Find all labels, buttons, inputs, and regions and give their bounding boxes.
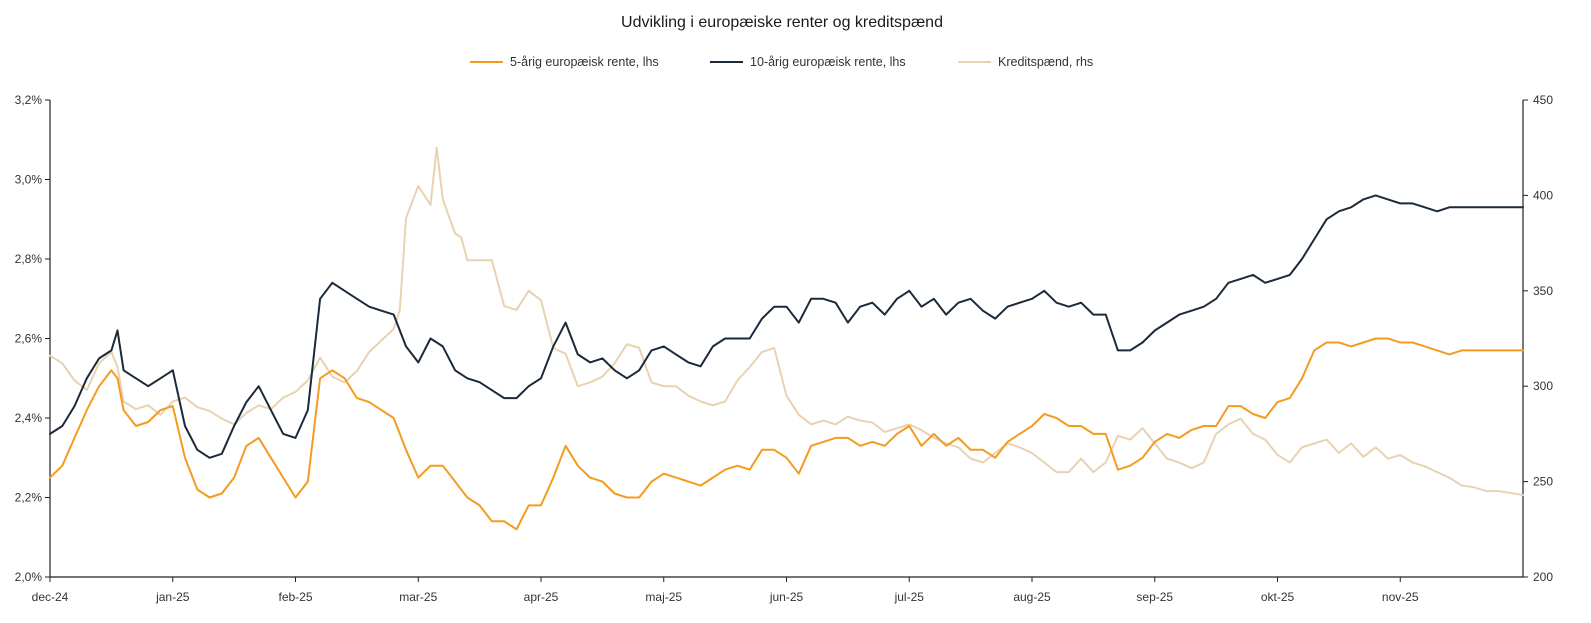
legend-label-5yr: 5-årig europæisk rente, lhs xyxy=(510,55,659,69)
left-tick-label: 3,2% xyxy=(15,93,43,107)
chart-title: Udvikling i europæiske renter og kredits… xyxy=(621,14,943,31)
series-line-5-rig-europ-isk-rente-lhs xyxy=(49,337,1524,531)
left-tick-label: 2,8% xyxy=(15,252,43,266)
x-tick-label: dec-24 xyxy=(32,590,69,604)
right-tick-label: 300 xyxy=(1533,379,1553,393)
left-tick-label: 2,0% xyxy=(15,570,43,584)
x-tick-label: maj-25 xyxy=(645,590,682,604)
legend-label-10yr: 10-årig europæisk rente, lhs xyxy=(750,55,906,69)
x-tick-label: jun-25 xyxy=(769,590,804,604)
legend: 5-årig europæisk rente, lhs 10-årig euro… xyxy=(470,55,1093,69)
x-tick-label: mar-25 xyxy=(399,590,437,604)
x-tick-label: apr-25 xyxy=(524,590,559,604)
x-axis-ticks: dec-24 jan-25 feb-25 mar-25 apr-25 maj-25 jun-… xyxy=(32,577,1419,604)
left-tick-label: 3,0% xyxy=(15,173,43,187)
right-tick-label: 350 xyxy=(1533,284,1553,298)
left-axis-ticks: 2,0% 2,2% 2,4% 2,6% 2,8% 3,0% 3,2% xyxy=(15,93,50,584)
x-tick-label: okt-25 xyxy=(1261,590,1295,604)
series-lines xyxy=(49,146,1524,531)
x-tick-label: feb-25 xyxy=(278,590,312,604)
legend-label-credit: Kreditspænd, rhs xyxy=(998,55,1093,69)
series-line-kreditsp-nd-rhs xyxy=(49,146,1524,496)
x-tick-label: aug-25 xyxy=(1013,590,1051,604)
x-tick-label: sep-25 xyxy=(1136,590,1173,604)
left-tick-label: 2,6% xyxy=(15,332,43,346)
right-tick-label: 400 xyxy=(1533,188,1553,202)
right-tick-label: 250 xyxy=(1533,475,1553,489)
x-tick-label: jul-25 xyxy=(894,590,925,604)
right-axis-ticks: 200 250 300 350 400 450 xyxy=(1523,93,1553,584)
series-line-10-rig-europ-isk-rente-lhs xyxy=(49,194,1524,459)
right-tick-label: 200 xyxy=(1533,570,1553,584)
x-tick-label: nov-25 xyxy=(1382,590,1419,604)
left-tick-label: 2,4% xyxy=(15,411,43,425)
left-tick-label: 2,2% xyxy=(15,491,43,505)
right-tick-label: 450 xyxy=(1533,93,1553,107)
x-tick-label: jan-25 xyxy=(155,590,190,604)
